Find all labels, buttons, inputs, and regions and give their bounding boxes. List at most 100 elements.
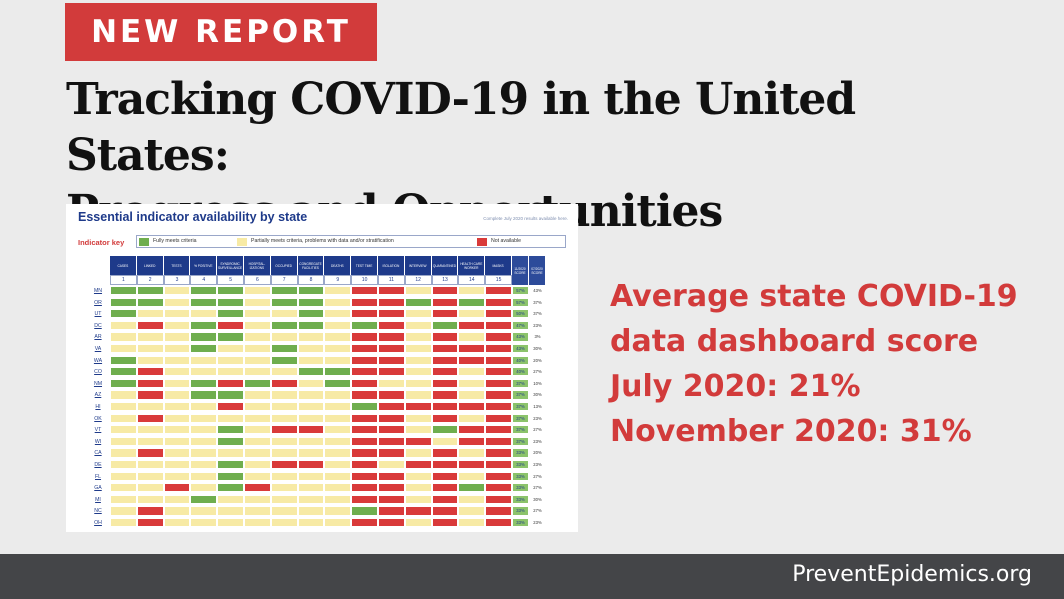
indicator-cell	[190, 436, 218, 446]
state-label: FL	[94, 473, 102, 480]
state-label: WI	[94, 438, 102, 445]
indicator-cell	[485, 367, 512, 377]
indicator-cell	[163, 483, 191, 493]
indicator-cell	[217, 483, 244, 493]
figure-title: Essential indicator availability by stat…	[78, 210, 308, 224]
indicator-cell	[217, 309, 244, 319]
indicator-cell	[190, 286, 218, 296]
indicator-cell	[324, 309, 352, 319]
indicator-cell	[431, 518, 459, 528]
indicator-cell	[244, 494, 271, 504]
indicator-availability-figure: Essential indicator availability by stat…	[66, 204, 578, 532]
indicator-cell	[136, 483, 164, 493]
indicator-cell	[404, 506, 432, 516]
indicator-cell	[190, 413, 218, 423]
nov-score-cell: 33%	[512, 494, 529, 504]
indicator-cell	[458, 425, 486, 435]
jul-score-cell: 43%	[529, 286, 546, 296]
key-label-partial: Partially meets criteria, problems with …	[251, 238, 394, 244]
footer-website-link[interactable]: PreventEpidemics.org	[792, 562, 1032, 587]
title-line-1: Tracking COVID-19 in the United States:	[66, 74, 856, 181]
indicator-cell	[163, 518, 191, 528]
indicator-cell	[431, 436, 459, 446]
indicator-cell	[163, 320, 191, 330]
indicator-cell	[217, 297, 244, 307]
indicator-cell	[324, 390, 352, 400]
indicator-cell	[217, 436, 244, 446]
indicator-cell	[136, 355, 164, 365]
indicator-cell	[324, 460, 352, 470]
indicator-cell	[351, 367, 378, 377]
indicator-cell	[136, 518, 164, 528]
indicator-cell	[324, 332, 352, 342]
indicator-cell	[351, 297, 378, 307]
indicator-cell	[163, 332, 191, 342]
indicator-cell	[244, 506, 271, 516]
indicator-cell	[163, 286, 191, 296]
indicator-cell	[324, 448, 352, 458]
jul-score-cell: 13%	[529, 402, 546, 412]
stats-november-score: November 2020: 31%	[610, 414, 972, 449]
indicator-cell	[136, 390, 164, 400]
indicator-cell	[324, 483, 352, 493]
indicator-cell	[378, 332, 405, 342]
indicator-cell	[458, 297, 486, 307]
nov-score-cell: 37%	[512, 413, 529, 423]
indicator-cell	[324, 494, 352, 504]
key-swatch-red	[477, 238, 487, 246]
jul-score-cell: 20%	[529, 355, 546, 365]
indicator-cell	[297, 402, 325, 412]
state-label: AZ	[94, 392, 102, 399]
nov-score-cell: 33%	[512, 448, 529, 458]
figure-note-link[interactable]: Complete July 2020 results available her…	[483, 216, 568, 221]
indicator-cell	[190, 425, 218, 435]
indicator-cell	[110, 297, 137, 307]
indicator-cell	[270, 494, 298, 504]
indicator-cell	[217, 425, 244, 435]
indicator-cell	[404, 355, 432, 365]
indicator-cell	[190, 367, 218, 377]
indicator-cell	[297, 413, 325, 423]
indicator-cell	[404, 344, 432, 354]
indicator-cell	[404, 436, 432, 446]
indicator-cell	[485, 390, 512, 400]
nov-score-cell: 37%	[512, 425, 529, 435]
state-label: HI	[95, 404, 101, 410]
indicator-cell	[431, 448, 459, 458]
indicator-cell	[217, 471, 244, 481]
indicator-cell	[136, 413, 164, 423]
indicator-cell	[351, 413, 378, 423]
indicator-cell	[458, 518, 486, 528]
indicator-cell	[378, 413, 405, 423]
indicator-cell	[163, 378, 191, 388]
dashboard-score-summary: Average state COVID-19 data dashboard sc…	[610, 274, 1050, 454]
indicator-cell	[324, 402, 352, 412]
stats-line-1: Average state COVID-19	[610, 279, 1018, 314]
indicator-cell	[110, 367, 137, 377]
indicator-cell	[136, 332, 164, 342]
indicator-cell	[110, 413, 137, 423]
indicator-cell	[458, 286, 486, 296]
indicator-cell	[458, 494, 486, 504]
indicator-cell	[458, 448, 486, 458]
indicator-cell	[244, 355, 271, 365]
indicator-cell	[378, 518, 405, 528]
indicator-cell	[270, 332, 298, 342]
indicator-cell	[431, 286, 459, 296]
indicator-cell	[217, 494, 244, 504]
column-number: 8	[297, 275, 325, 285]
nov-score-cell: 43%	[512, 344, 529, 354]
indicator-cell	[324, 286, 352, 296]
column-header: CASES	[110, 256, 137, 275]
indicator-cell	[270, 367, 298, 377]
column-header: HOSPITAL-IZATIONS	[244, 256, 271, 275]
column-number: 11	[378, 275, 405, 285]
indicator-cell	[378, 367, 405, 377]
indicator-cell	[190, 483, 218, 493]
indicator-cell	[351, 448, 378, 458]
indicator-cell	[404, 390, 432, 400]
indicator-cell	[378, 402, 405, 412]
indicator-cell	[324, 355, 352, 365]
indicator-cell	[378, 297, 405, 307]
state-label: DC	[94, 322, 102, 329]
